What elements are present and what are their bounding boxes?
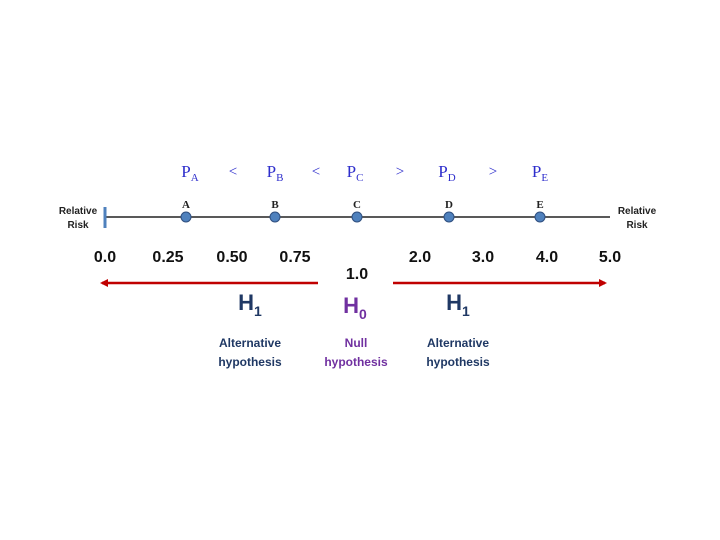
point	[443, 211, 455, 223]
hypothesis-symbol: H1	[446, 290, 470, 319]
hypothesis-description: Alternative	[219, 336, 281, 350]
tick-label: 0.0	[94, 249, 116, 266]
tick-label: 2.0	[409, 249, 431, 266]
tick-label: 0.50	[216, 249, 247, 266]
point	[534, 211, 546, 223]
probability: PA	[181, 162, 198, 184]
probability: PD	[438, 162, 455, 184]
hypothesis-symbol: H0	[343, 293, 367, 322]
hypothesis-description: hypothesis	[324, 355, 388, 369]
hypothesis-description: Alternative	[427, 336, 489, 350]
tick-label: 0.75	[279, 249, 310, 266]
tick-label: 1.0	[346, 266, 368, 283]
probability: PC	[347, 162, 364, 184]
probability: PB	[267, 162, 284, 184]
hypothesis-description: Null	[345, 336, 368, 350]
point-label: A	[182, 199, 190, 211]
point	[269, 211, 281, 223]
point-label: E	[536, 199, 543, 211]
axis-label: Relative	[59, 206, 98, 217]
point-label: D	[445, 199, 453, 211]
axis-label: Relative	[618, 206, 657, 217]
point	[180, 211, 192, 223]
operator: >	[489, 164, 497, 180]
operator: >	[396, 164, 404, 180]
axis-label: Risk	[626, 220, 648, 231]
point-label: B	[271, 199, 279, 211]
operator: <	[229, 164, 237, 180]
point-label: C	[353, 199, 361, 211]
probability: PE	[532, 162, 548, 184]
operator: <	[312, 164, 320, 180]
hypothesis-description: hypothesis	[218, 355, 282, 369]
hypothesis-symbol: H1	[238, 290, 262, 319]
point	[351, 211, 363, 223]
hypothesis-description: hypothesis	[426, 355, 490, 369]
tick-label: 4.0	[536, 249, 558, 266]
tick-label: 3.0	[472, 249, 494, 266]
axis-label: Risk	[67, 220, 89, 231]
tick-label: 5.0	[599, 249, 621, 266]
tick-label: 0.25	[152, 249, 183, 266]
